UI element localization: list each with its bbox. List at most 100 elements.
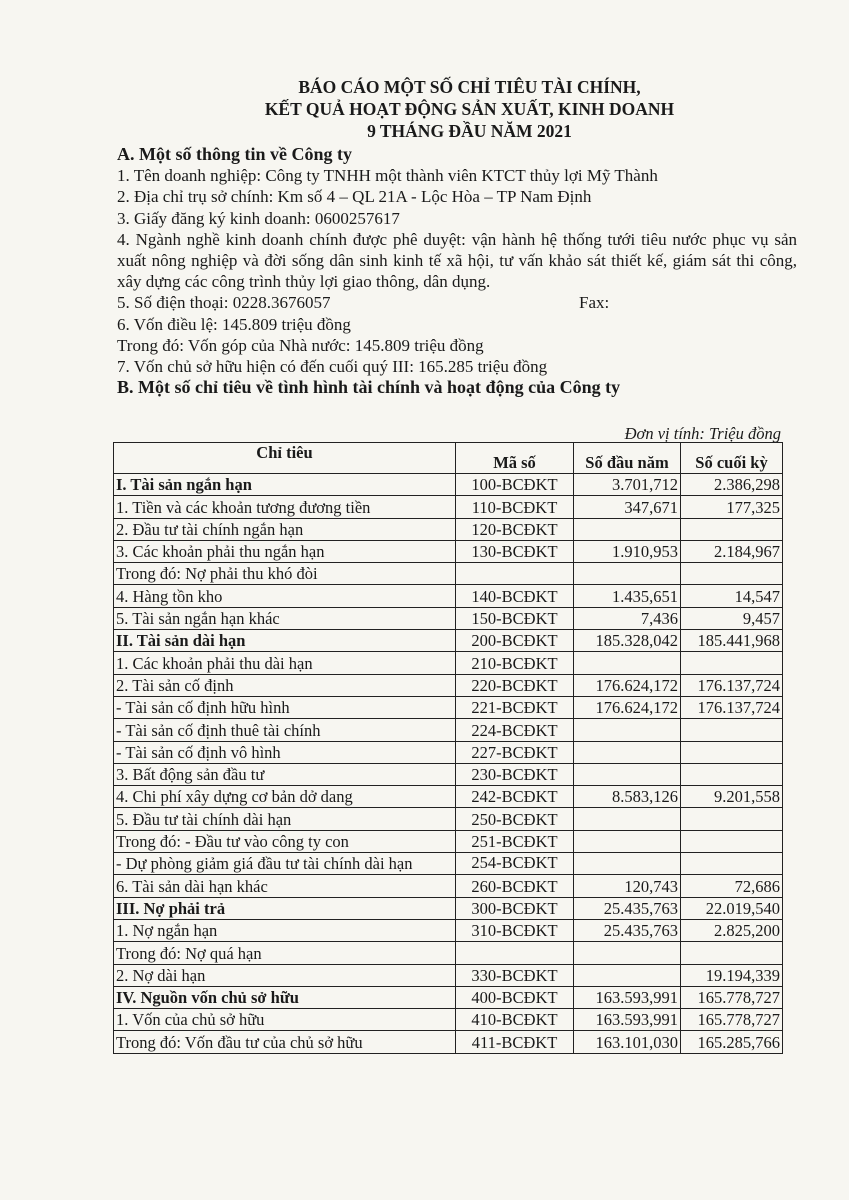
table-row: 2. Tài sản cố định 220-BCĐKT 176.624,172 17…	[113, 673, 783, 697]
row-code: 250-BCĐKT	[455, 807, 574, 831]
table-row: - Tài sản cố định vô hình 227-BCĐKT	[113, 740, 783, 764]
header-indicator: Chỉ tiêu	[113, 442, 456, 474]
table-row: Trong đó: Nợ quá hạn	[113, 941, 783, 965]
row-end-value	[680, 807, 783, 831]
row-end-value: 185.441,968	[680, 629, 783, 653]
row-label: Trong đó: Vốn đầu tư của chủ sở hữu	[113, 1030, 456, 1054]
info-line: 1. Tên doanh nghiệp: Công ty TNHH một th…	[117, 166, 658, 186]
table-row: III. Nợ phải trả 300-BCĐKT 25.435,763 22.01…	[113, 896, 783, 920]
row-start-value: 120,743	[573, 874, 681, 898]
table-row: 2. Nợ dài hạn 330-BCĐKT 19.194,339	[113, 963, 783, 987]
info-line: 7. Vốn chủ sở hữu hiện có đến cuối quý I…	[117, 357, 548, 377]
row-code	[455, 941, 574, 965]
row-label: - Tài sản cố định vô hình	[113, 740, 456, 764]
row-end-value	[680, 517, 783, 541]
row-start-value	[573, 562, 681, 586]
row-end-value: 14,547	[680, 584, 783, 608]
info-line: 4. Ngành nghề kinh doanh chính được phê …	[117, 229, 797, 292]
row-start-value	[573, 963, 681, 987]
row-start-value: 163.593,991	[573, 1008, 681, 1032]
row-end-value: 176.137,724	[680, 673, 783, 697]
table-row: 3. Các khoản phải thu ngắn hạn 130-BCĐKT 1…	[113, 539, 783, 564]
header-start: Số đầu năm	[573, 442, 681, 474]
row-end-value: 2.184,967	[680, 539, 783, 564]
row-code: 150-BCĐKT	[455, 606, 574, 631]
row-code: 242-BCĐKT	[455, 785, 574, 809]
table-row: 4. Chi phí xây dựng cơ bản dở dang 242-BC…	[113, 785, 783, 809]
row-label: 4. Chi phí xây dựng cơ bản dở dang	[113, 785, 456, 809]
table-row: 2. Đầu tư tài chính ngắn hạn 120-BCĐKT	[113, 517, 783, 541]
fax: Fax:	[579, 293, 610, 313]
row-end-value: 177,325	[680, 495, 783, 519]
table-row: 5. Đầu tư tài chính dài hạn 250-BCĐKT	[113, 807, 783, 831]
row-end-value: 72,686	[680, 874, 783, 898]
row-end-value: 2.386,298	[680, 472, 783, 497]
table-row: 3. Bất động sản đầu tư 230-BCĐKT	[113, 762, 783, 787]
row-label: Trong đó: - Đầu tư vào công ty con	[113, 829, 456, 854]
row-label: Trong đó: Nợ quá hạn	[113, 941, 456, 965]
row-end-value	[680, 829, 783, 854]
row-label: II. Tài sản dài hạn	[113, 629, 456, 653]
title-line: BÁO CÁO MỘT SỐ CHỈ TIÊU TÀI CHÍNH,	[298, 77, 641, 97]
row-code: 120-BCĐKT	[455, 517, 574, 541]
row-end-value	[680, 651, 783, 675]
row-label: 1. Vốn của chủ sở hữu	[113, 1008, 456, 1032]
row-label: 2. Tài sản cố định	[113, 673, 456, 697]
row-label: 1. Nợ ngắn hạn	[113, 918, 456, 943]
row-label: 2. Nợ dài hạn	[113, 963, 456, 987]
phone-fax-line: 5. Số điện thoại: 0228.3676057 Fax:	[117, 292, 797, 313]
title-line: 9 THÁNG ĐẦU NĂM 2021	[367, 121, 572, 141]
row-code: 300-BCĐKT	[455, 896, 574, 920]
row-code: 251-BCĐKT	[455, 829, 574, 854]
table-row: 1. Nợ ngắn hạn 310-BCĐKT 25.435,763 2.825,2…	[113, 918, 783, 943]
row-code: 220-BCĐKT	[455, 673, 574, 697]
row-start-value	[573, 718, 681, 742]
row-start-value	[573, 829, 681, 854]
row-label: Trong đó: Nợ phải thu khó đòi	[113, 562, 456, 586]
section-b-heading: B. Một số chỉ tiêu về tình hình tài chín…	[117, 377, 621, 398]
row-end-value	[680, 562, 783, 586]
row-start-value: 347,671	[573, 495, 681, 519]
row-end-value: 19.194,339	[680, 963, 783, 987]
info-line: 3. Giấy đăng ký kinh doanh: 0600257617	[117, 208, 400, 228]
section-a-heading: A. Một số thông tin về Công ty	[117, 144, 353, 164]
row-start-value	[573, 852, 681, 876]
row-end-value: 165.778,727	[680, 1008, 783, 1032]
row-end-value: 165.285,766	[680, 1030, 783, 1054]
table-row: Trong đó: - Đầu tư vào công ty con 251-BC…	[113, 829, 783, 854]
row-start-value: 7,436	[573, 606, 681, 631]
table-row: - Dự phòng giảm giá đầu tư tài chính dài…	[113, 852, 783, 876]
row-start-value	[573, 762, 681, 787]
row-label: 3. Các khoản phải thu ngắn hạn	[113, 539, 456, 564]
row-start-value: 185.328,042	[573, 629, 681, 653]
row-label: III. Nợ phải trả	[113, 896, 456, 920]
row-code: 110-BCĐKT	[455, 495, 574, 519]
row-code: 224-BCĐKT	[455, 718, 574, 742]
row-start-value	[573, 807, 681, 831]
row-label: 1. Các khoản phải thu dài hạn	[113, 651, 456, 675]
row-code: 254-BCĐKT	[455, 852, 574, 876]
row-end-value	[680, 740, 783, 764]
row-start-value: 1.435,651	[573, 584, 681, 608]
table-row: 1. Các khoản phải thu dài hạn 210-BCĐKT	[113, 651, 783, 675]
table-header: Chỉ tiêu Mã số Số đầu năm Số cuối kỳ	[113, 442, 783, 474]
table-row: 4. Hàng tồn kho 140-BCĐKT 1.435,651 14,547	[113, 584, 783, 608]
row-start-value: 25.435,763	[573, 918, 681, 943]
row-end-value: 22.019,540	[680, 896, 783, 920]
row-end-value: 165.778,727	[680, 985, 783, 1010]
row-code: 140-BCĐKT	[455, 584, 574, 608]
row-code: 411-BCĐKT	[455, 1030, 574, 1054]
table-row: IV. Nguồn vốn chủ sở hữu 400-BCĐKT 163.593…	[113, 985, 783, 1010]
row-start-value: 176.624,172	[573, 695, 681, 720]
row-label: 5. Đầu tư tài chính dài hạn	[113, 807, 456, 831]
row-label: - Dự phòng giảm giá đầu tư tài chính dài…	[113, 852, 456, 876]
row-start-value: 163.101,030	[573, 1030, 681, 1054]
row-start-value: 3.701,712	[573, 472, 681, 497]
row-end-value: 9.201,558	[680, 785, 783, 809]
row-end-value	[680, 762, 783, 787]
row-code: 210-BCĐKT	[455, 651, 574, 675]
row-code: 227-BCĐKT	[455, 740, 574, 764]
unit-label: Đơn vị tính: Triệu đồng	[624, 424, 781, 443]
row-code: 410-BCĐKT	[455, 1008, 574, 1032]
table-row: 6. Tài sản dài hạn khác 260-BCĐKT 120,743 7…	[113, 874, 783, 898]
